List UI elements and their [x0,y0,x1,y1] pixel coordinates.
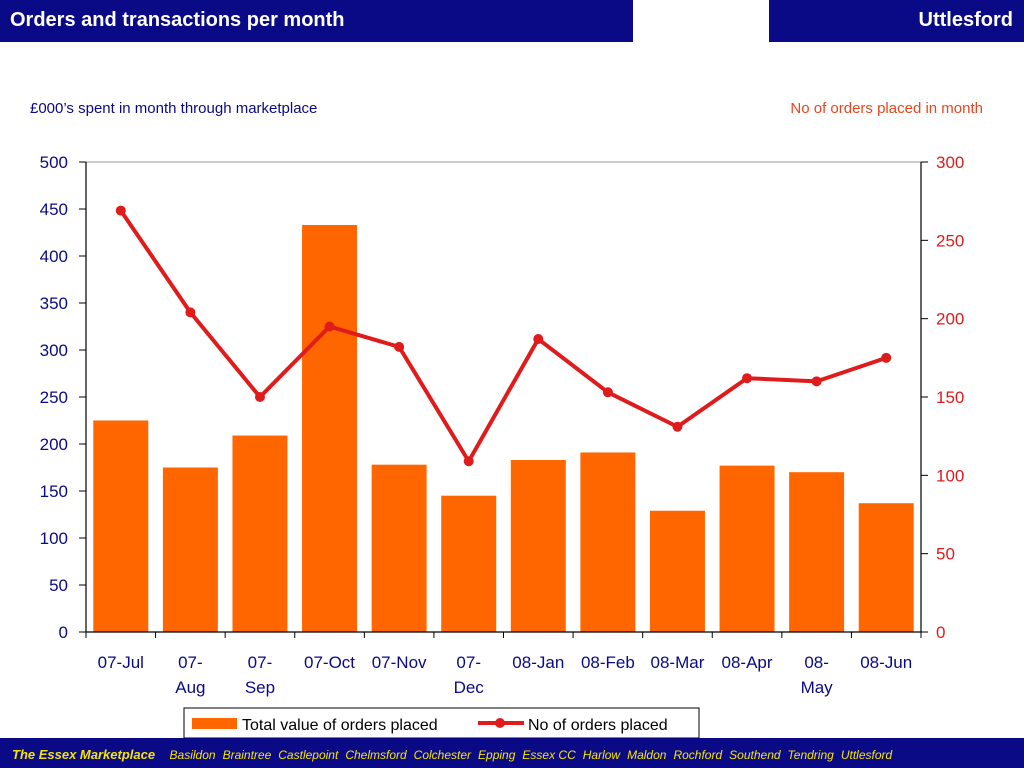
x-label-5-0: 07- [456,653,481,672]
left-tick-label-350: 350 [40,294,68,313]
region-title: Uttlesford [918,9,1013,31]
x-label-1-0: 07- [178,653,203,672]
legend-box [183,707,700,738]
header-bar-left: Orders and transactions per month [0,0,633,42]
bar-8 [649,510,705,632]
legend-swatch-marker [495,718,505,728]
footer-link-colchester[interactable]: Colchester [413,748,472,762]
orders-point-4 [394,341,405,352]
orders-point-2 [254,392,265,402]
legend-label-line: No of orders placed [528,717,668,734]
page-title: Orders and transactions per month [10,9,345,31]
x-label-0: 07-Jul [98,653,144,672]
left-tick-label-100: 100 [40,529,68,548]
orders-point-10 [811,376,822,387]
x-label-8: 08-Mar [651,653,705,672]
footer-link-braintree[interactable]: Braintree [222,748,272,762]
bar-10 [789,472,845,632]
bar-0 [93,420,149,632]
footer-brand[interactable]: The Essex Marketplace [12,747,156,762]
x-label-7: 08-Feb [581,653,635,672]
bar-1 [162,467,218,632]
bar-6 [510,459,566,632]
left-tick-label-300: 300 [40,341,68,360]
x-label-2-1: Sep [245,678,275,697]
orders-point-5 [463,456,474,467]
left-tick-label-450: 450 [40,200,68,219]
orders-point-8 [672,421,683,432]
footer-bar: The Essex Marketplace Basildon Braintree C… [0,738,1024,768]
orders-point-3 [324,321,335,332]
x-label-2-0: 07- [248,653,273,672]
x-label-4: 07-Nov [372,653,427,672]
legend-label-bars: Total value of orders placed [242,717,438,734]
footer-nav: The Essex Marketplace Basildon Braintree C… [12,746,899,764]
orders-point-1 [185,307,196,318]
x-label-5-1: Dec [454,678,485,697]
legend-swatch-bars [192,718,237,729]
x-label-10-0: 08- [804,653,829,672]
orders-point-9 [742,373,753,384]
right-tick-label-150: 150 [936,388,964,407]
bar-4 [371,464,427,632]
left-tick-label-400: 400 [40,247,68,266]
left-tick-label-500: 500 [40,153,68,172]
right-tick-label-0: 0 [936,623,945,642]
orders-point-7 [602,387,613,398]
x-label-6: 08-Jan [512,653,564,672]
x-label-1-1: Aug [175,678,205,697]
x-label-10-1: May [801,678,834,697]
left-tick-label-50: 50 [49,576,68,595]
right-axis-caption: No of orders placed in month [790,100,983,117]
right-tick-label-50: 50 [936,545,955,564]
footer-link-harlow[interactable]: Harlow [582,748,621,762]
bar-7 [580,452,636,632]
left-tick-label-0: 0 [59,623,68,642]
right-tick-label-300: 300 [936,153,964,172]
header-bar-right: Uttlesford [769,0,1024,42]
bar-5 [441,495,497,632]
left-tick-label-250: 250 [40,388,68,407]
footer-link-tendring[interactable]: Tendring [787,748,834,762]
right-tick-label-100: 100 [936,466,964,485]
footer-link-castlepoint[interactable]: Castlepoint [278,748,339,762]
orders-line [119,209,887,464]
x-label-3: 07-Oct [304,653,355,672]
left-tick-label-150: 150 [40,482,68,501]
footer-link-southend[interactable]: Southend [729,748,781,762]
bar-11 [858,503,914,632]
footer-link-maldon[interactable]: Maldon [627,748,667,762]
footer-link-basildon[interactable]: Basildon [169,748,216,762]
right-tick-label-250: 250 [936,231,964,250]
footer-link-chelmsford[interactable]: Chelmsford [345,748,407,762]
bar-3 [302,224,358,633]
orders-chart: 0 50 100 150 200 250 300 350 400 450 500 0 50 100 150 2… [40,153,964,738]
x-label-11: 08-Jun [860,653,912,672]
bar-2 [232,435,288,632]
orders-point-0 [115,205,126,216]
footer-link-uttlesford[interactable]: Uttlesford [840,748,893,762]
footer-link-epping[interactable]: Epping [478,748,516,762]
footer-link-rochford[interactable]: Rochford [673,748,723,762]
orders-point-11 [881,352,892,363]
left-axis-caption: £000’s spent in month through marketplac… [30,100,318,117]
bar-9 [719,465,775,632]
footer-link-essex-cc[interactable]: Essex CC [522,748,576,762]
left-tick-label-200: 200 [40,435,68,454]
orders-point-6 [533,334,544,345]
x-label-9: 08-Apr [722,653,773,672]
right-tick-label-200: 200 [936,310,964,329]
